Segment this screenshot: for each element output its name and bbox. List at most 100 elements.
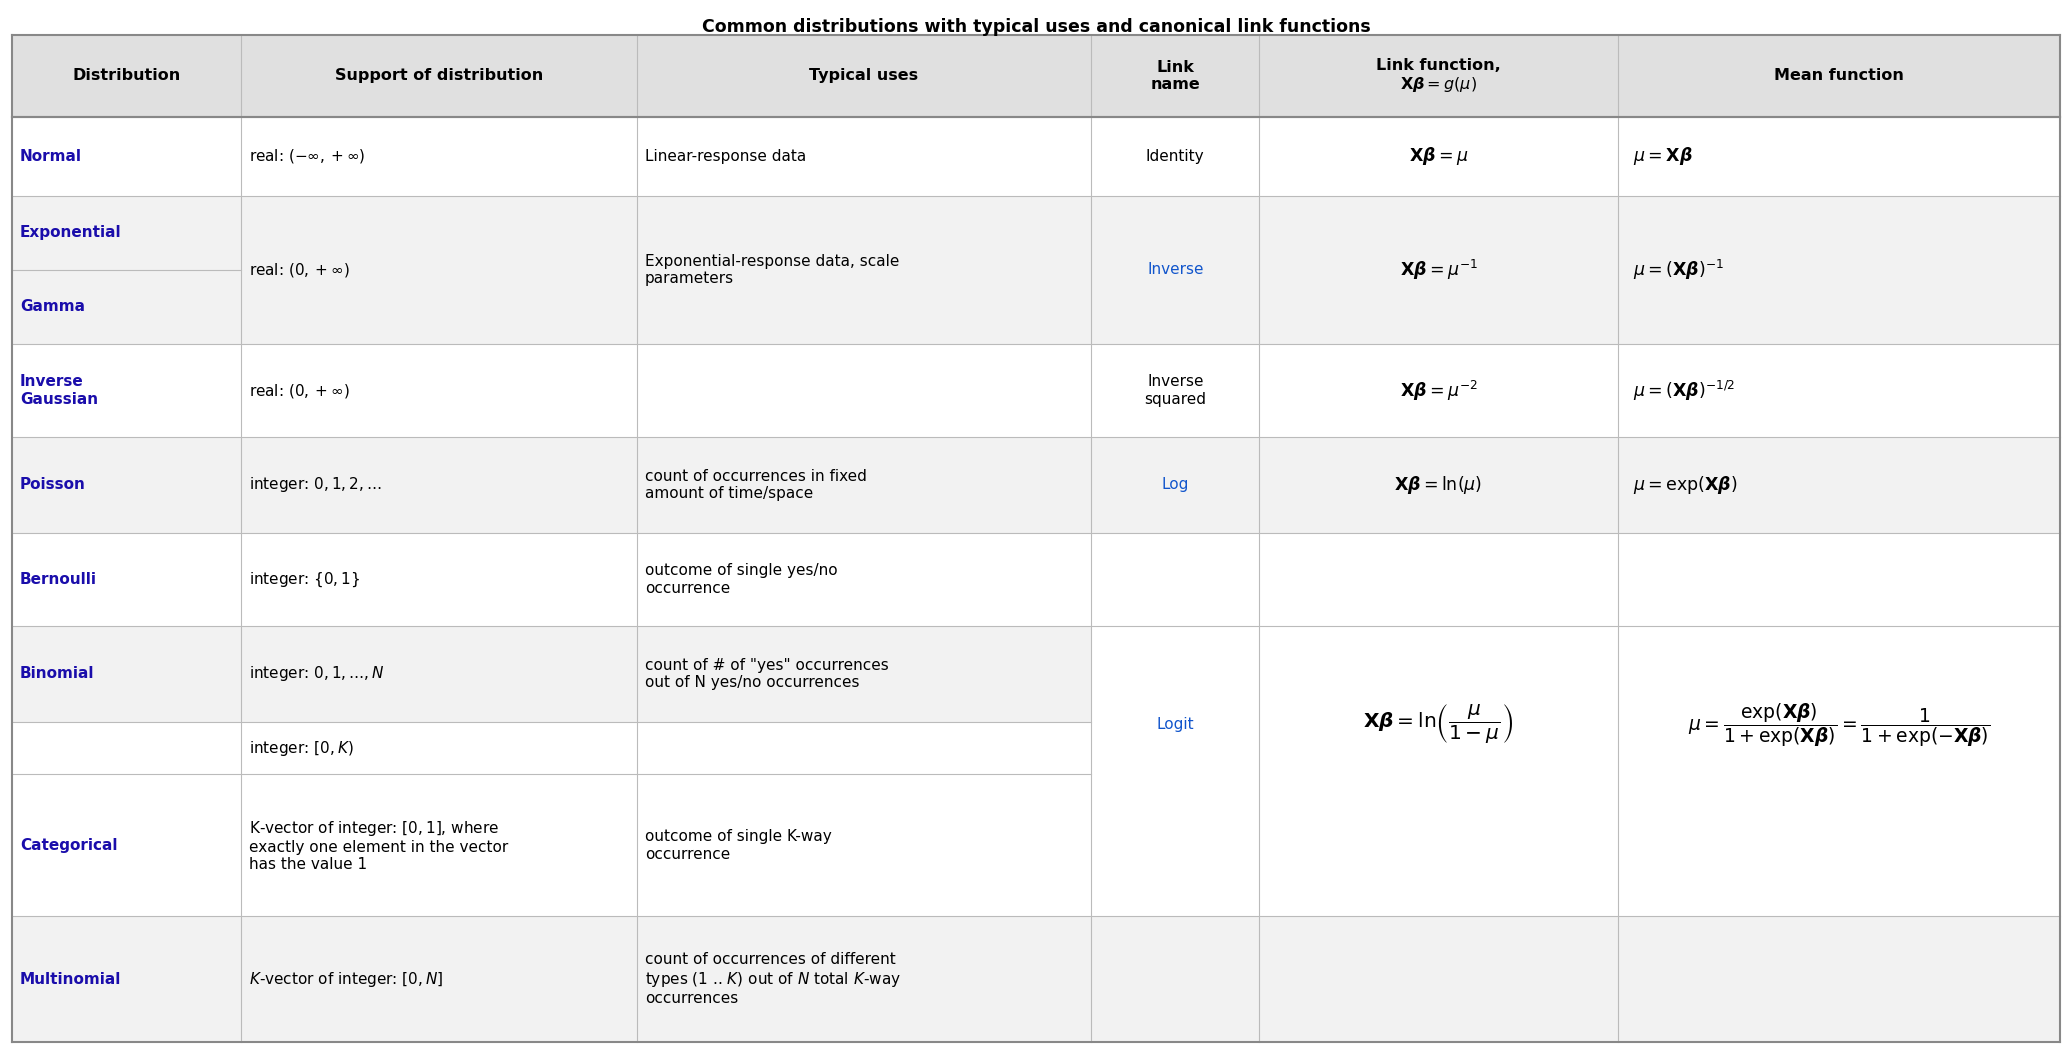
Bar [1618,269,2060,344]
Bar [636,722,1092,774]
Bar [636,269,1092,344]
Text: Log: Log [1162,478,1189,493]
Bar [1092,117,1260,196]
Text: real: $(0, +\infty)$: real: $(0, +\infty)$ [249,381,350,399]
Text: Distribution: Distribution [73,68,180,84]
Bar [12,774,240,916]
Bar [636,35,1092,117]
Bar [1260,626,1618,722]
Bar [636,196,1092,269]
Text: real: $(-\infty, +\infty)$: real: $(-\infty, +\infty)$ [249,147,367,166]
Bar [240,916,636,1042]
Text: $\mu = (\mathbf{X}\boldsymbol{\beta})^{-1}$: $\mu = (\mathbf{X}\boldsymbol{\beta})^{-… [1633,258,1724,282]
Text: Multinomial: Multinomial [21,971,122,987]
Text: Link function,
$\mathbf{X}\boldsymbol{\beta} = g(\mu)$: Link function, $\mathbf{X}\boldsymbol{\b… [1376,58,1500,94]
Bar [636,533,1092,626]
Bar [636,774,1092,916]
Text: $\mathbf{X}\boldsymbol{\beta} = \mu^{-1}$: $\mathbf{X}\boldsymbol{\beta} = \mu^{-1}… [1399,258,1477,282]
Bar [12,916,240,1042]
Bar [240,533,636,626]
Bar [240,774,636,916]
Text: Support of distribution: Support of distribution [336,68,543,84]
Bar [1092,269,1260,344]
Text: integer: $0, 1, \ldots, N$: integer: $0, 1, \ldots, N$ [249,664,385,683]
Text: Common distributions with typical uses and canonical link functions: Common distributions with typical uses a… [702,18,1370,36]
Text: count of occurrences in fixed
amount of time/space: count of occurrences in fixed amount of … [644,468,866,501]
Bar [1092,533,1260,916]
Text: $\mu = \exp(\mathbf{X}\boldsymbol{\beta})$: $\mu = \exp(\mathbf{X}\boldsymbol{\beta}… [1633,474,1736,496]
Bar [1092,626,1260,722]
Bar [240,722,636,774]
Text: Exponential: Exponential [21,225,122,240]
Text: Linear-response data: Linear-response data [644,149,806,163]
Text: Normal: Normal [21,149,83,163]
Bar [12,437,240,533]
Text: K-vector of integer: $[0, 1]$, where
exactly one element in the vector
has the v: K-vector of integer: $[0, 1]$, where exa… [249,818,508,872]
Text: count of occurrences of different
types (1 .. $K$) out of $N$ total $K$-way
occu: count of occurrences of different types … [644,952,901,1006]
Bar [240,344,636,437]
Bar [1618,117,2060,196]
Bar [1260,916,1618,1042]
Text: Categorical: Categorical [21,838,118,853]
Bar [1092,344,1260,437]
Bar [12,344,240,437]
Text: $\mathbf{X}\boldsymbol{\beta} = \ln(\mu)$: $\mathbf{X}\boldsymbol{\beta} = \ln(\mu)… [1394,474,1481,496]
Bar [1618,196,2060,269]
Bar [1260,533,1618,916]
Bar [1260,437,1618,533]
Text: Mean function: Mean function [1774,68,1904,84]
Text: $\mu = \dfrac{\exp(\mathbf{X}\boldsymbol{\beta})}{1+\exp(\mathbf{X}\boldsymbol{\: $\mu = \dfrac{\exp(\mathbf{X}\boldsymbol… [1689,701,1989,748]
Text: count of # of "yes" occurrences
out of N yes/no occurrences: count of # of "yes" occurrences out of N… [644,658,889,691]
Text: Inverse
squared: Inverse squared [1144,374,1206,407]
Text: Inverse
Gaussian: Inverse Gaussian [21,374,97,407]
Bar [1092,437,1260,533]
Bar [1618,626,2060,722]
Bar [1092,533,1260,626]
Bar [1260,35,1618,117]
Bar [636,437,1092,533]
Bar [12,117,240,196]
Text: Gamma: Gamma [21,300,85,314]
Bar [240,35,636,117]
Bar [240,269,636,344]
Bar [636,117,1092,196]
Text: $\mathbf{X}\boldsymbol{\beta} = \mu$: $\mathbf{X}\boldsymbol{\beta} = \mu$ [1409,146,1469,168]
Bar [636,344,1092,437]
Text: Typical uses: Typical uses [810,68,918,84]
Bar [1618,437,2060,533]
Bar [1092,196,1260,269]
Text: Bernoulli: Bernoulli [21,572,97,587]
Bar [1618,344,2060,437]
Bar [1618,35,2060,117]
Bar [636,626,1092,722]
Text: integer: $0, 1, 2, \ldots$: integer: $0, 1, 2, \ldots$ [249,476,381,495]
Text: $K$-vector of integer: $[0, N]$: $K$-vector of integer: $[0, N]$ [249,969,443,988]
Text: outcome of single K-way
occurrence: outcome of single K-way occurrence [644,829,831,861]
Text: real: $(0, +\infty)$: real: $(0, +\infty)$ [249,261,350,279]
Bar [1260,117,1618,196]
Text: Identity: Identity [1146,149,1204,163]
Bar [636,916,1092,1042]
Bar [1260,344,1618,437]
Bar [12,533,240,626]
Text: integer: $\{0, 1\}$: integer: $\{0, 1\}$ [249,570,361,589]
Text: $\mu = (\mathbf{X}\boldsymbol{\beta})^{-1/2}$: $\mu = (\mathbf{X}\boldsymbol{\beta})^{-… [1633,378,1734,402]
Text: integer: $[0, K)$: integer: $[0, K)$ [249,739,354,758]
Bar [240,626,636,722]
Bar [1092,35,1260,117]
Bar [12,722,240,774]
Text: Link
name: Link name [1150,60,1200,92]
Bar [1260,533,1618,626]
Bar [1618,533,2060,626]
Bar [12,626,240,722]
Bar [1618,533,2060,916]
Text: $\mu = \mathbf{X}\boldsymbol{\beta}$: $\mu = \mathbf{X}\boldsymbol{\beta}$ [1633,146,1693,168]
Bar [240,196,636,269]
Bar [240,437,636,533]
Bar [12,35,240,117]
Bar [240,117,636,196]
Text: $\mathbf{X}\boldsymbol{\beta} = \ln\!\left(\dfrac{\mu}{1-\mu}\right)$: $\mathbf{X}\boldsymbol{\beta} = \ln\!\le… [1363,703,1513,746]
Bar [1618,916,2060,1042]
Bar [12,196,240,269]
Bar [1092,916,1260,1042]
